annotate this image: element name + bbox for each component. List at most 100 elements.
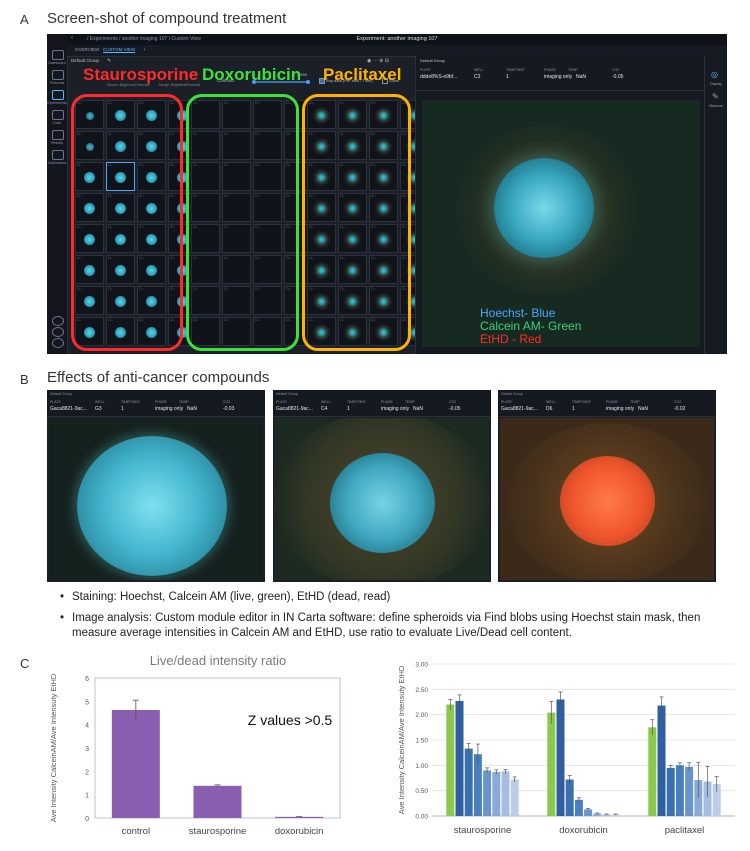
plate-well[interactable]: ☐ ▫ <box>253 286 282 315</box>
group-label[interactable]: Default Group <box>71 58 100 63</box>
plate-well[interactable]: ☐ ▫ <box>137 255 166 284</box>
effect-image[interactable] <box>275 418 489 580</box>
plate-well[interactable]: ☐ ▫ <box>106 193 135 222</box>
plate-well[interactable]: ☐ ▫ <box>369 224 398 253</box>
plate-well[interactable]: ☐ ▫ <box>307 224 336 253</box>
plate-well[interactable]: ☐ ▫ <box>307 255 336 284</box>
plate-well[interactable]: ☐ ▫ <box>222 255 251 284</box>
contrast-slider[interactable] <box>252 79 310 83</box>
sidebar-protocols-icon[interactable] <box>52 70 64 80</box>
plate-well[interactable]: ☐ ▫ <box>307 131 336 160</box>
plate-well[interactable]: ☐ ▫ <box>222 131 251 160</box>
back-icon[interactable]: ‹ <box>71 35 73 41</box>
help-icon[interactable] <box>52 327 64 337</box>
plate-well[interactable]: ☐ ▫ <box>75 193 104 222</box>
plate-well[interactable]: ☐ ▫ <box>106 286 135 315</box>
plate-well[interactable]: ☐ ▫ <box>222 224 251 253</box>
breadcrumb[interactable]: / Experiments / another imaging 107 / Cu… <box>87 36 201 42</box>
plate-well[interactable]: ☐ ▫ <box>191 286 220 315</box>
plate-well[interactable]: ☐ ▫ <box>307 193 336 222</box>
plate-well[interactable]: ☐ ▫ <box>338 100 367 129</box>
plate-well[interactable]: ☐ ▫ <box>253 100 282 129</box>
plate-well[interactable]: ☐ ▫ <box>253 193 282 222</box>
tab-add[interactable]: + <box>143 47 146 52</box>
plate-well[interactable]: ☐ ▫ <box>369 317 398 346</box>
plate-well[interactable]: ☐ ▫ <box>106 255 135 284</box>
x-tick-label: staurosporine <box>189 826 247 837</box>
plate-well[interactable]: ☐ ▫ <box>253 162 282 191</box>
plate-well[interactable]: ☐ ▫ <box>137 193 166 222</box>
effect-image[interactable] <box>500 418 714 580</box>
plate-well[interactable]: ☐ ▫ <box>307 162 336 191</box>
plate-well[interactable]: ☐ ▫ <box>191 255 220 284</box>
plate-well[interactable]: ☐ ▫ <box>191 162 220 191</box>
plate-well[interactable]: ☐ ▫ <box>137 224 166 253</box>
spheroid-thumbnail <box>84 296 95 308</box>
plate-well[interactable]: ☐ ▫ <box>338 131 367 160</box>
plate-well[interactable]: ☐ ▫ <box>222 286 251 315</box>
well-image-view[interactable]: Hoechst- Blue Calcein AM- Green EtHD - R… <box>422 100 700 347</box>
plate-well[interactable]: ☐ ▫ <box>137 131 166 160</box>
plate-well[interactable]: ☐ ▫ <box>338 193 367 222</box>
plate-well[interactable]: ☐ ▫ <box>106 162 135 191</box>
tab-custom-view[interactable]: CUSTOM VIEW <box>103 47 136 53</box>
plate-well[interactable]: ☐ ▫ <box>191 131 220 160</box>
plate-well[interactable]: ☐ ▫ <box>137 162 166 191</box>
plate-well[interactable]: ☐ ▫ <box>191 193 220 222</box>
plate-well[interactable]: ☐ ▫ <box>253 317 282 346</box>
plate-well[interactable]: ☐ ▫ <box>222 162 251 191</box>
plate-well[interactable]: ☐ ▫ <box>75 131 104 160</box>
plate-well[interactable]: ☐ ▫ <box>307 286 336 315</box>
view-toggle-icons[interactable]: ◉ ⋯ ⊕ ⊟ <box>367 58 389 64</box>
plate-well[interactable]: ☐ ▫ <box>191 224 220 253</box>
sidebar-results-icon[interactable] <box>52 130 64 140</box>
effect-image[interactable] <box>49 418 263 580</box>
edit-icon[interactable]: ✎ <box>107 58 112 64</box>
plate-well[interactable]: ☐ ▫ <box>222 100 251 129</box>
plate-well[interactable]: ☐ ▫ <box>191 317 220 346</box>
settings-icon[interactable] <box>52 316 64 326</box>
logout-icon[interactable] <box>52 338 64 348</box>
plate-well[interactable]: ☐ ▫ <box>75 224 104 253</box>
plate-well[interactable]: ☐ ▫ <box>369 286 398 315</box>
plate-well[interactable]: ☐ ▫ <box>369 255 398 284</box>
plate-well[interactable]: ☐ ▫ <box>338 255 367 284</box>
any-data-checkbox[interactable] <box>319 78 325 84</box>
plate-well[interactable]: ☐ ▫ <box>338 162 367 191</box>
measure-icon[interactable]: ✎ <box>712 92 719 101</box>
plate-well[interactable]: ☐ ▫ <box>369 131 398 160</box>
plate-well[interactable]: ☐ ▫ <box>222 317 251 346</box>
plate-well[interactable]: ☐ ▫ <box>338 286 367 315</box>
plate-well[interactable]: ☐ ▫ <box>338 224 367 253</box>
sidebar-data-icon[interactable] <box>52 110 64 120</box>
plate-well[interactable]: ☐ ▫ <box>369 162 398 191</box>
display-icon[interactable]: ◎ <box>711 70 718 79</box>
plate-well[interactable]: ☐ ▫ <box>106 100 135 129</box>
plate-well[interactable]: ☐ ▫ <box>106 131 135 160</box>
tab-overview[interactable]: OVERVIEW <box>75 47 100 52</box>
zoom-checkbox[interactable] <box>382 78 388 84</box>
sidebar-experiments-icon[interactable] <box>52 90 64 100</box>
plate-well[interactable]: ☐ ▫ <box>137 100 166 129</box>
experiment-title: Experiment: another imaging 107 <box>356 36 438 42</box>
plate-well[interactable]: ☐ ▫ <box>106 317 135 346</box>
plate-well[interactable]: ☐ ▫ <box>106 224 135 253</box>
paclitaxel-label: Paclitaxel <box>323 65 402 84</box>
plate-well[interactable]: ☐ ▫ <box>369 100 398 129</box>
sidebar-dashboard-icon[interactable] <box>52 50 64 60</box>
hint-text-2: Merge: Brightfield/Hoechst <box>159 83 201 87</box>
plate-well[interactable]: ☐ ▫ <box>338 317 367 346</box>
plate-well[interactable]: ☐ ▫ <box>253 255 282 284</box>
plate-well[interactable]: ☐ ▫ <box>222 193 251 222</box>
plate-well[interactable]: ☐ ▫ <box>253 224 282 253</box>
plate-well[interactable]: ☐ ▫ <box>253 131 282 160</box>
plate-well[interactable]: ☐ ▫ <box>137 317 166 346</box>
plate-well[interactable]: ☐ ▫ <box>75 286 104 315</box>
detail-group[interactable]: Default Group <box>420 58 445 63</box>
plate-well[interactable]: ☐ ▫ <box>137 286 166 315</box>
plate-well[interactable]: ☐ ▫ <box>369 193 398 222</box>
plate-well[interactable]: ☐ ▫ <box>75 255 104 284</box>
sidebar-calibrations-icon[interactable] <box>52 150 64 160</box>
plate-well[interactable]: ☐ ▫ <box>75 162 104 191</box>
well-label: ☐ ▫ <box>340 225 345 229</box>
